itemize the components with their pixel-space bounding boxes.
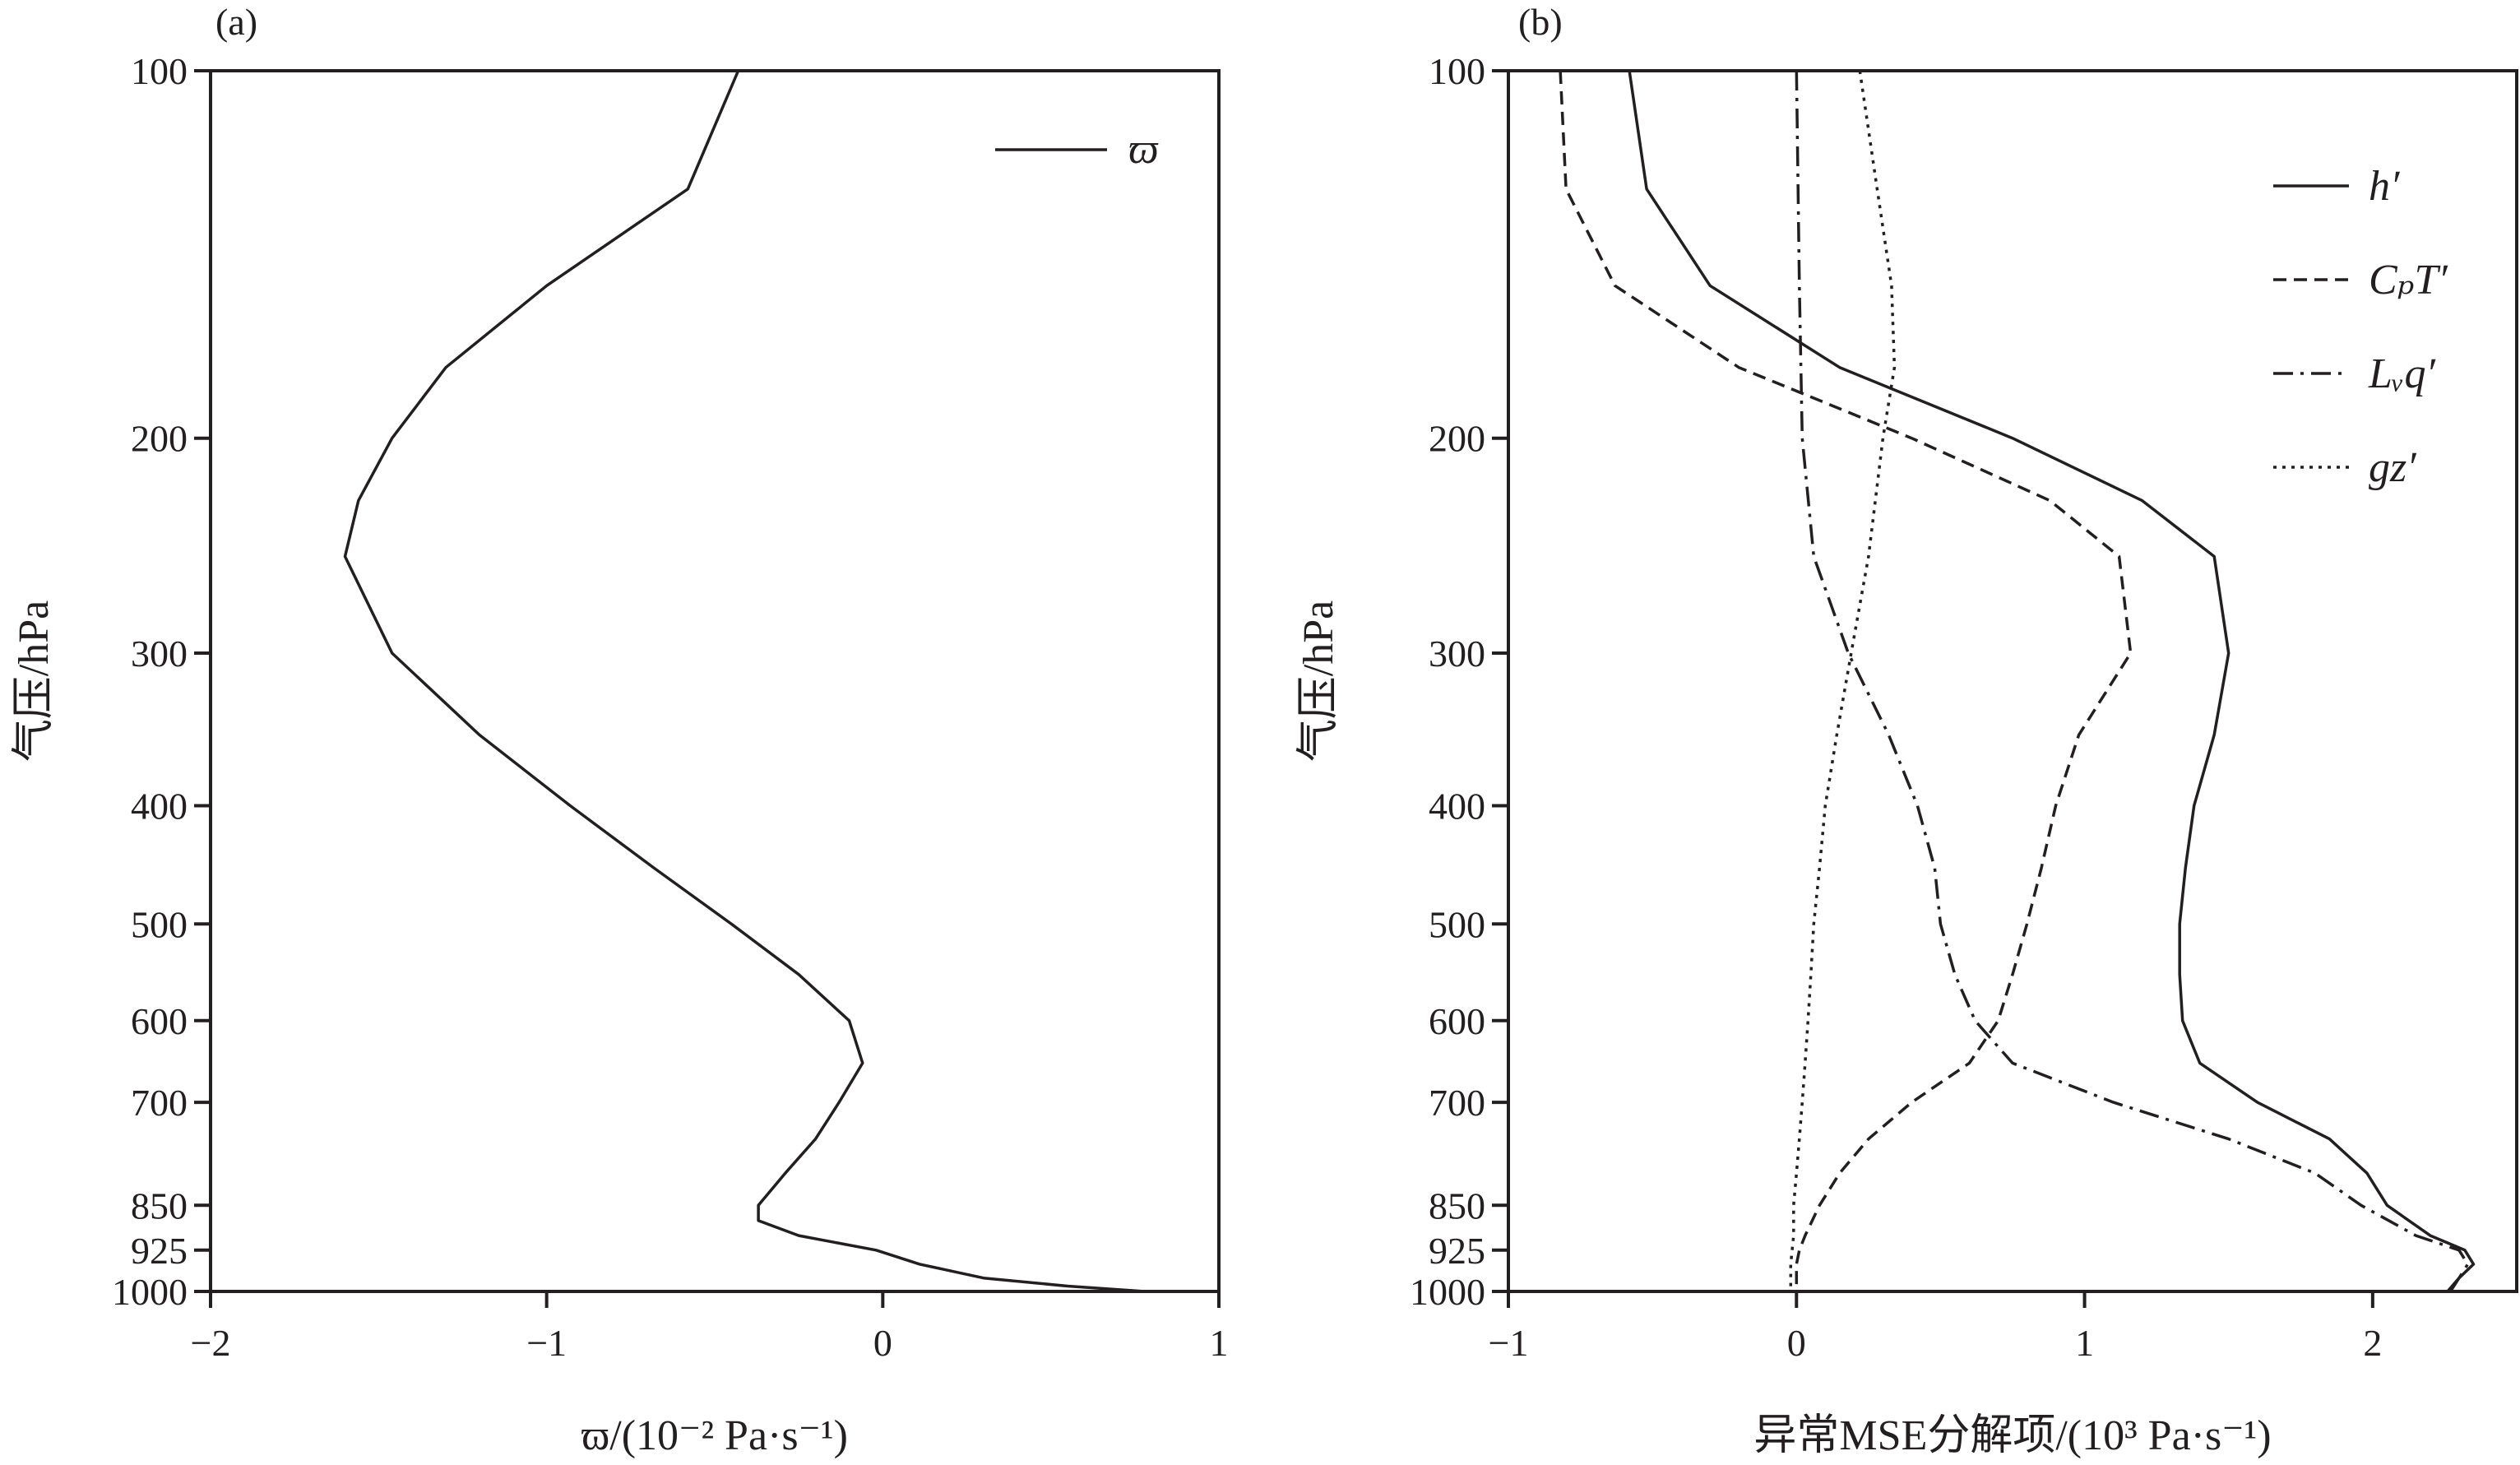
panel-a-x-tick-label: −1: [526, 1322, 567, 1364]
panel-a-x-axis: −2 −1 0 1: [191, 1291, 1229, 1364]
panel-b-legend: h′ CₚT′ Lᵥq′ gz′: [2273, 163, 2448, 491]
panel-a-y-tick-label: 1000: [112, 1271, 188, 1313]
panel-a-y-tick-label: 300: [131, 633, 188, 675]
panel-b-x-tick-label: 2: [2363, 1322, 2382, 1364]
panel-b-x-tick-label: 0: [1787, 1322, 1806, 1364]
panel-a-frame: [209, 69, 1221, 1293]
panel-b-label: (b): [1518, 1, 1563, 43]
panel-a-y-tick-label: 925: [131, 1230, 188, 1272]
panel-a-y-tick-label: 400: [131, 785, 188, 827]
panel-b-y-tick-label: 600: [1429, 1000, 1485, 1042]
panel-a-y-tick-label: 600: [131, 1000, 188, 1042]
panel-a-legend-label: ϖ: [1128, 126, 1159, 173]
panel-a-y-axis-title: 气压/hPa: [11, 600, 58, 762]
panel-a-series-line-solid: [343, 70, 1146, 1293]
panel-b-x-tick-label: −1: [1489, 1322, 1529, 1364]
panel-a-y-tick-label: 200: [131, 418, 188, 460]
panel-b-y-axis-title: 气压/hPa: [1295, 600, 1342, 762]
panel-a-y-tick-label: 850: [131, 1185, 188, 1226]
panel-b-y-tick-label: 200: [1429, 418, 1485, 460]
panel-a-x-axis-title: ϖ/(10⁻² Pa·s⁻¹): [581, 1412, 848, 1459]
panel-b-legend-label: CₚT′: [2369, 257, 2448, 304]
panel-b-legend-label: gz′: [2369, 444, 2417, 491]
panel-b-series-line-solid: [1628, 70, 2476, 1293]
panel-a-x-tick-label: −2: [191, 1322, 231, 1364]
panel-b-series-line-dashed: [1559, 70, 2133, 1291]
panel-a-y-tick-label: 100: [131, 50, 188, 92]
panel-b-series-line-dash-dot: [1795, 70, 2470, 1292]
panel-b-y-tick-label: 850: [1429, 1185, 1485, 1226]
panel-b-legend-label: h′: [2369, 163, 2401, 210]
panel-b-series: [1559, 70, 2476, 1293]
panel-b-y-tick-label: 400: [1429, 785, 1485, 827]
panel-a-x-tick-label: 1: [1210, 1322, 1229, 1364]
panel-a-y-tick-label: 700: [131, 1082, 188, 1124]
panel-b-x-tick-label: 1: [2075, 1322, 2094, 1364]
panel-a-series: [343, 70, 1146, 1293]
panel-b-y-tick-label: 700: [1429, 1082, 1485, 1124]
panel-b-x-axis: −1 0 1 2: [1489, 1291, 2382, 1364]
panel-b-y-tick-label: 925: [1429, 1230, 1485, 1272]
panel-b-y-tick-label: 100: [1429, 50, 1485, 92]
panel-a-legend: ϖ: [995, 126, 1159, 173]
panel-a-x-tick-label: 0: [873, 1322, 892, 1364]
panel-b-y-tick-label: 1000: [1410, 1271, 1485, 1313]
panel-b-x-axis-title: 异常MSE分解项/(10³ Pa·s⁻¹): [1753, 1412, 2271, 1459]
panel-b-y-tick-label: 300: [1429, 633, 1485, 675]
panel-b-frame: [1507, 69, 2518, 1293]
panel-b-y-tick-label: 500: [1429, 903, 1485, 945]
panel-a-y-tick-label: 500: [131, 903, 188, 945]
panel-a-label: (a): [215, 1, 257, 43]
panel-b-series-line-dotted: [1789, 70, 1897, 1291]
panel-b-legend-label: Lᵥq′: [2368, 350, 2436, 397]
